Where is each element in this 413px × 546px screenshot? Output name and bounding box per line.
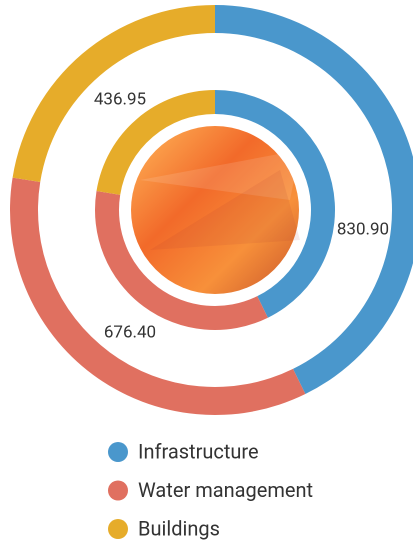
legend-label: Water management	[138, 478, 313, 502]
chart: 830.90 676.40 436.95 Infrastructure Water ma…	[0, 0, 413, 546]
legend-label: Buildings	[138, 516, 220, 540]
legend-label: Infrastructure	[138, 439, 259, 463]
legend-marker	[108, 519, 128, 539]
value-label: 830.90	[337, 219, 389, 239]
value-label: 436.95	[94, 89, 146, 109]
legend-marker	[108, 481, 128, 501]
legend-marker	[108, 442, 128, 462]
value-label: 676.40	[104, 322, 156, 342]
